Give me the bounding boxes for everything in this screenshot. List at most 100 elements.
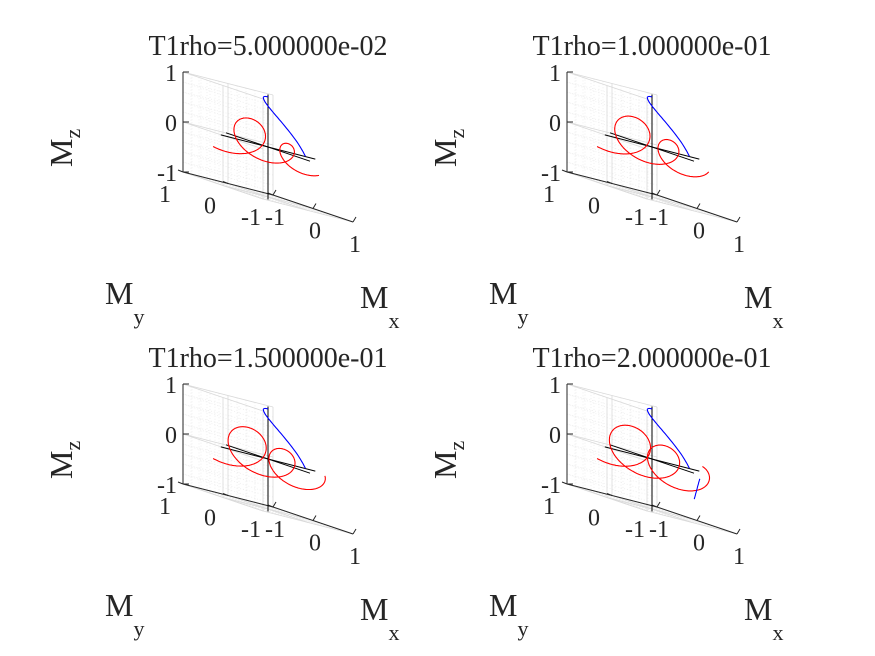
- y-axis-label: My: [489, 275, 528, 329]
- minor-grid-line: [566, 413, 658, 438]
- z-tick-label: -1: [157, 161, 177, 187]
- y-tick: [561, 481, 568, 485]
- minor-grid-line: [246, 505, 338, 529]
- x-tick-label: 0: [693, 219, 705, 245]
- x-axis-label: Mx: [360, 591, 399, 645]
- reference-axes: [220, 406, 316, 512]
- minor-grid-line: [246, 193, 338, 217]
- minor-grid-line: [582, 489, 674, 513]
- grid-line: [566, 71, 658, 96]
- minor-grid-line: [566, 91, 658, 116]
- x-axis-label: Mx: [744, 591, 783, 645]
- z-axis-label: Mz: [427, 441, 469, 479]
- x-tick-label: -1: [649, 205, 669, 231]
- y-tick: [651, 504, 658, 508]
- y-tick-label: -1: [625, 517, 645, 543]
- relaxation-trajectory: [596, 115, 710, 178]
- minor-grid-line: [566, 423, 658, 448]
- minor-grid-line: [238, 190, 330, 215]
- minor-grid-line: [638, 507, 730, 532]
- minor-grid-line: [614, 187, 706, 212]
- minor-grid-line: [182, 453, 274, 478]
- x-tick: [696, 203, 701, 209]
- minor-grid-line: [590, 491, 682, 516]
- minor-grid-line: [206, 179, 298, 204]
- y-axis-label: My: [105, 587, 144, 641]
- subplot-title: T1rho=5.000000e-02: [149, 31, 388, 62]
- minor-grid-line: [590, 179, 682, 204]
- y-tick: [177, 481, 184, 485]
- y-tick: [222, 493, 229, 496]
- minor-grid-line: [206, 491, 298, 516]
- x-axis-label-sub: x: [772, 308, 783, 333]
- relaxation-trajectory: [596, 424, 711, 492]
- grid-line: [566, 383, 658, 408]
- y-tick: [606, 181, 613, 184]
- z-axis-label-sub: z: [60, 441, 85, 451]
- x-tick-label: -1: [265, 205, 285, 231]
- y-tick-label: 1: [159, 182, 171, 208]
- y-tick: [267, 504, 274, 508]
- minor-grid-line: [182, 141, 274, 166]
- grid-line: [566, 171, 648, 200]
- minor-grid-line: [566, 111, 658, 136]
- y-tick-label: 1: [543, 182, 555, 208]
- minor-grid-line: [630, 193, 722, 217]
- x-axis-label-sub: x: [772, 620, 783, 645]
- minor-grid-line: [214, 494, 306, 519]
- x-tick: [312, 203, 317, 209]
- excitation-trajectory: [646, 95, 690, 157]
- minor-grid-line: [598, 182, 690, 207]
- minor-grid-line: [574, 174, 666, 199]
- subplot-title: T1rho=1.000000e-01: [533, 31, 772, 62]
- grid-line: [262, 510, 354, 535]
- z-tick-label: -1: [541, 473, 561, 499]
- minor-grid-line: [582, 177, 674, 201]
- minor-grid-line: [182, 101, 274, 126]
- y-tick-label: 1: [543, 494, 555, 520]
- z-tick-label: 0: [549, 423, 561, 449]
- x-tick: [656, 189, 661, 196]
- minor-grid-line: [198, 177, 290, 201]
- minor-grid-line: [638, 195, 730, 220]
- grid-line: [182, 483, 264, 512]
- minor-grid-line: [598, 494, 690, 519]
- x-tick: [272, 501, 277, 508]
- y-tick: [561, 169, 568, 173]
- z-tick-label: 0: [549, 111, 561, 137]
- grid-line: [262, 198, 354, 223]
- reference-axes: [220, 94, 316, 200]
- z-axis-label: Mz: [427, 129, 469, 167]
- y-tick: [177, 169, 184, 173]
- minor-grid-line: [566, 131, 658, 156]
- minor-grid-line: [566, 443, 658, 468]
- reference-axes: [604, 94, 700, 200]
- axis-box: [177, 71, 357, 223]
- minor-grid-line: [254, 195, 346, 220]
- y-tick-label: 0: [588, 194, 600, 220]
- x-tick: [656, 501, 661, 508]
- y-tick: [222, 181, 229, 184]
- minor-grid-line: [630, 505, 722, 529]
- minor-grid-line: [566, 463, 658, 488]
- x-tick: [736, 528, 741, 535]
- excitation-trajectory: [646, 407, 690, 469]
- grid-line: [566, 383, 648, 412]
- minor-grid-line: [182, 443, 274, 468]
- z-axis-label: Mz: [43, 441, 85, 479]
- x-axis-label-sub: x: [388, 308, 399, 333]
- y-axis-label-sub: y: [517, 304, 528, 329]
- z-axis-label-sub: z: [60, 129, 85, 139]
- x-tick: [696, 515, 701, 521]
- grid-line: [182, 171, 264, 200]
- minor-grid-line: [182, 393, 274, 418]
- minor-grid-line: [566, 393, 658, 418]
- z-axis-label: Mz: [43, 129, 85, 167]
- minor-grid-line: [566, 141, 658, 166]
- final-excitation-trajectory: [693, 478, 701, 500]
- x-tick-label: 0: [309, 531, 321, 557]
- x-axis-label-sub: x: [388, 620, 399, 645]
